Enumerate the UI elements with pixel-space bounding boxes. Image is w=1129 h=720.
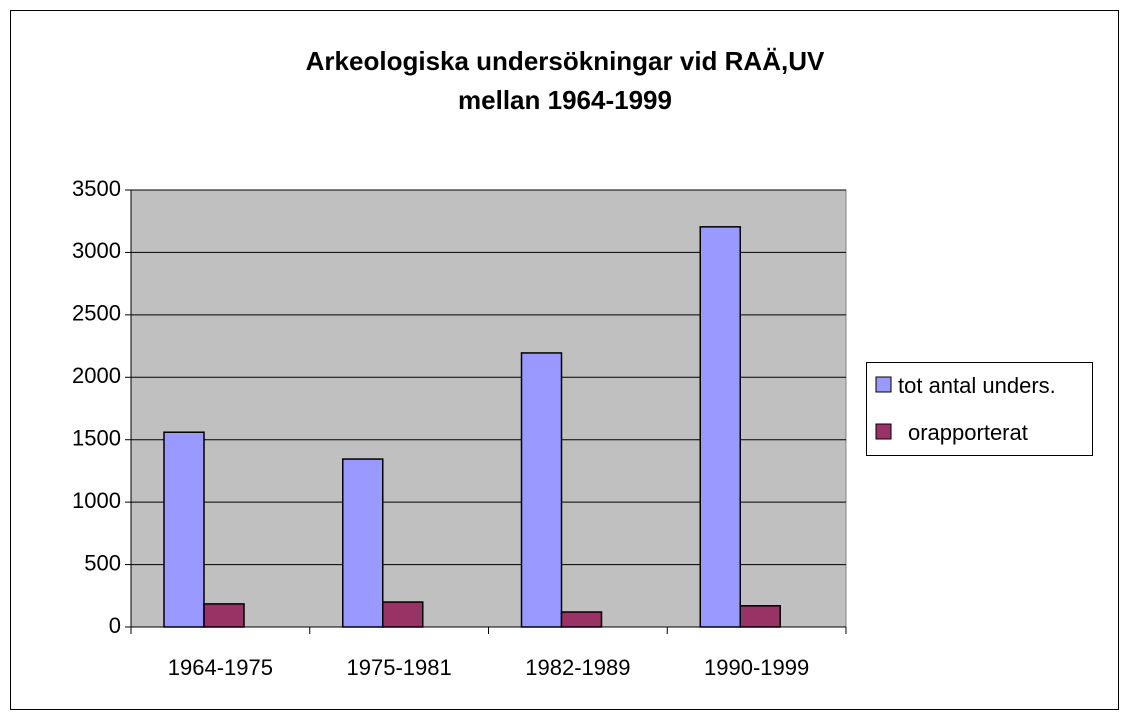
x-tick-label: 1975-1981 [347, 655, 452, 680]
chart-subtitle: mellan 1964-1999 [458, 85, 672, 115]
x-tick-label: 1990-1999 [704, 655, 809, 680]
y-tick-label: 1500 [72, 426, 121, 451]
bar [739, 605, 781, 628]
legend-label: tot antal unders. [898, 373, 1056, 398]
chart-title: Arkeologiska undersökningar vid RAÄ,UV [306, 46, 825, 76]
x-tick-label: 1982-1989 [525, 655, 630, 680]
y-tick-label: 1000 [72, 488, 121, 513]
bar [382, 601, 424, 628]
legend-swatch [875, 423, 892, 440]
bar [520, 352, 563, 628]
y-tick-label: 500 [84, 550, 121, 575]
bar [560, 611, 603, 628]
legend-swatch [875, 376, 892, 393]
bar [203, 603, 245, 628]
y-tick-label: 3500 [72, 176, 121, 201]
x-tick-label: 1964-1975 [168, 655, 273, 680]
legend [866, 362, 1093, 456]
bar [342, 458, 384, 628]
bar [163, 431, 205, 628]
y-tick-label: 2500 [72, 301, 121, 326]
y-tick-label: 3000 [72, 238, 121, 263]
y-tick-label: 0 [109, 613, 121, 638]
bar [699, 226, 741, 628]
legend-label: orapporterat [908, 420, 1028, 445]
y-tick-label: 2000 [72, 363, 121, 388]
